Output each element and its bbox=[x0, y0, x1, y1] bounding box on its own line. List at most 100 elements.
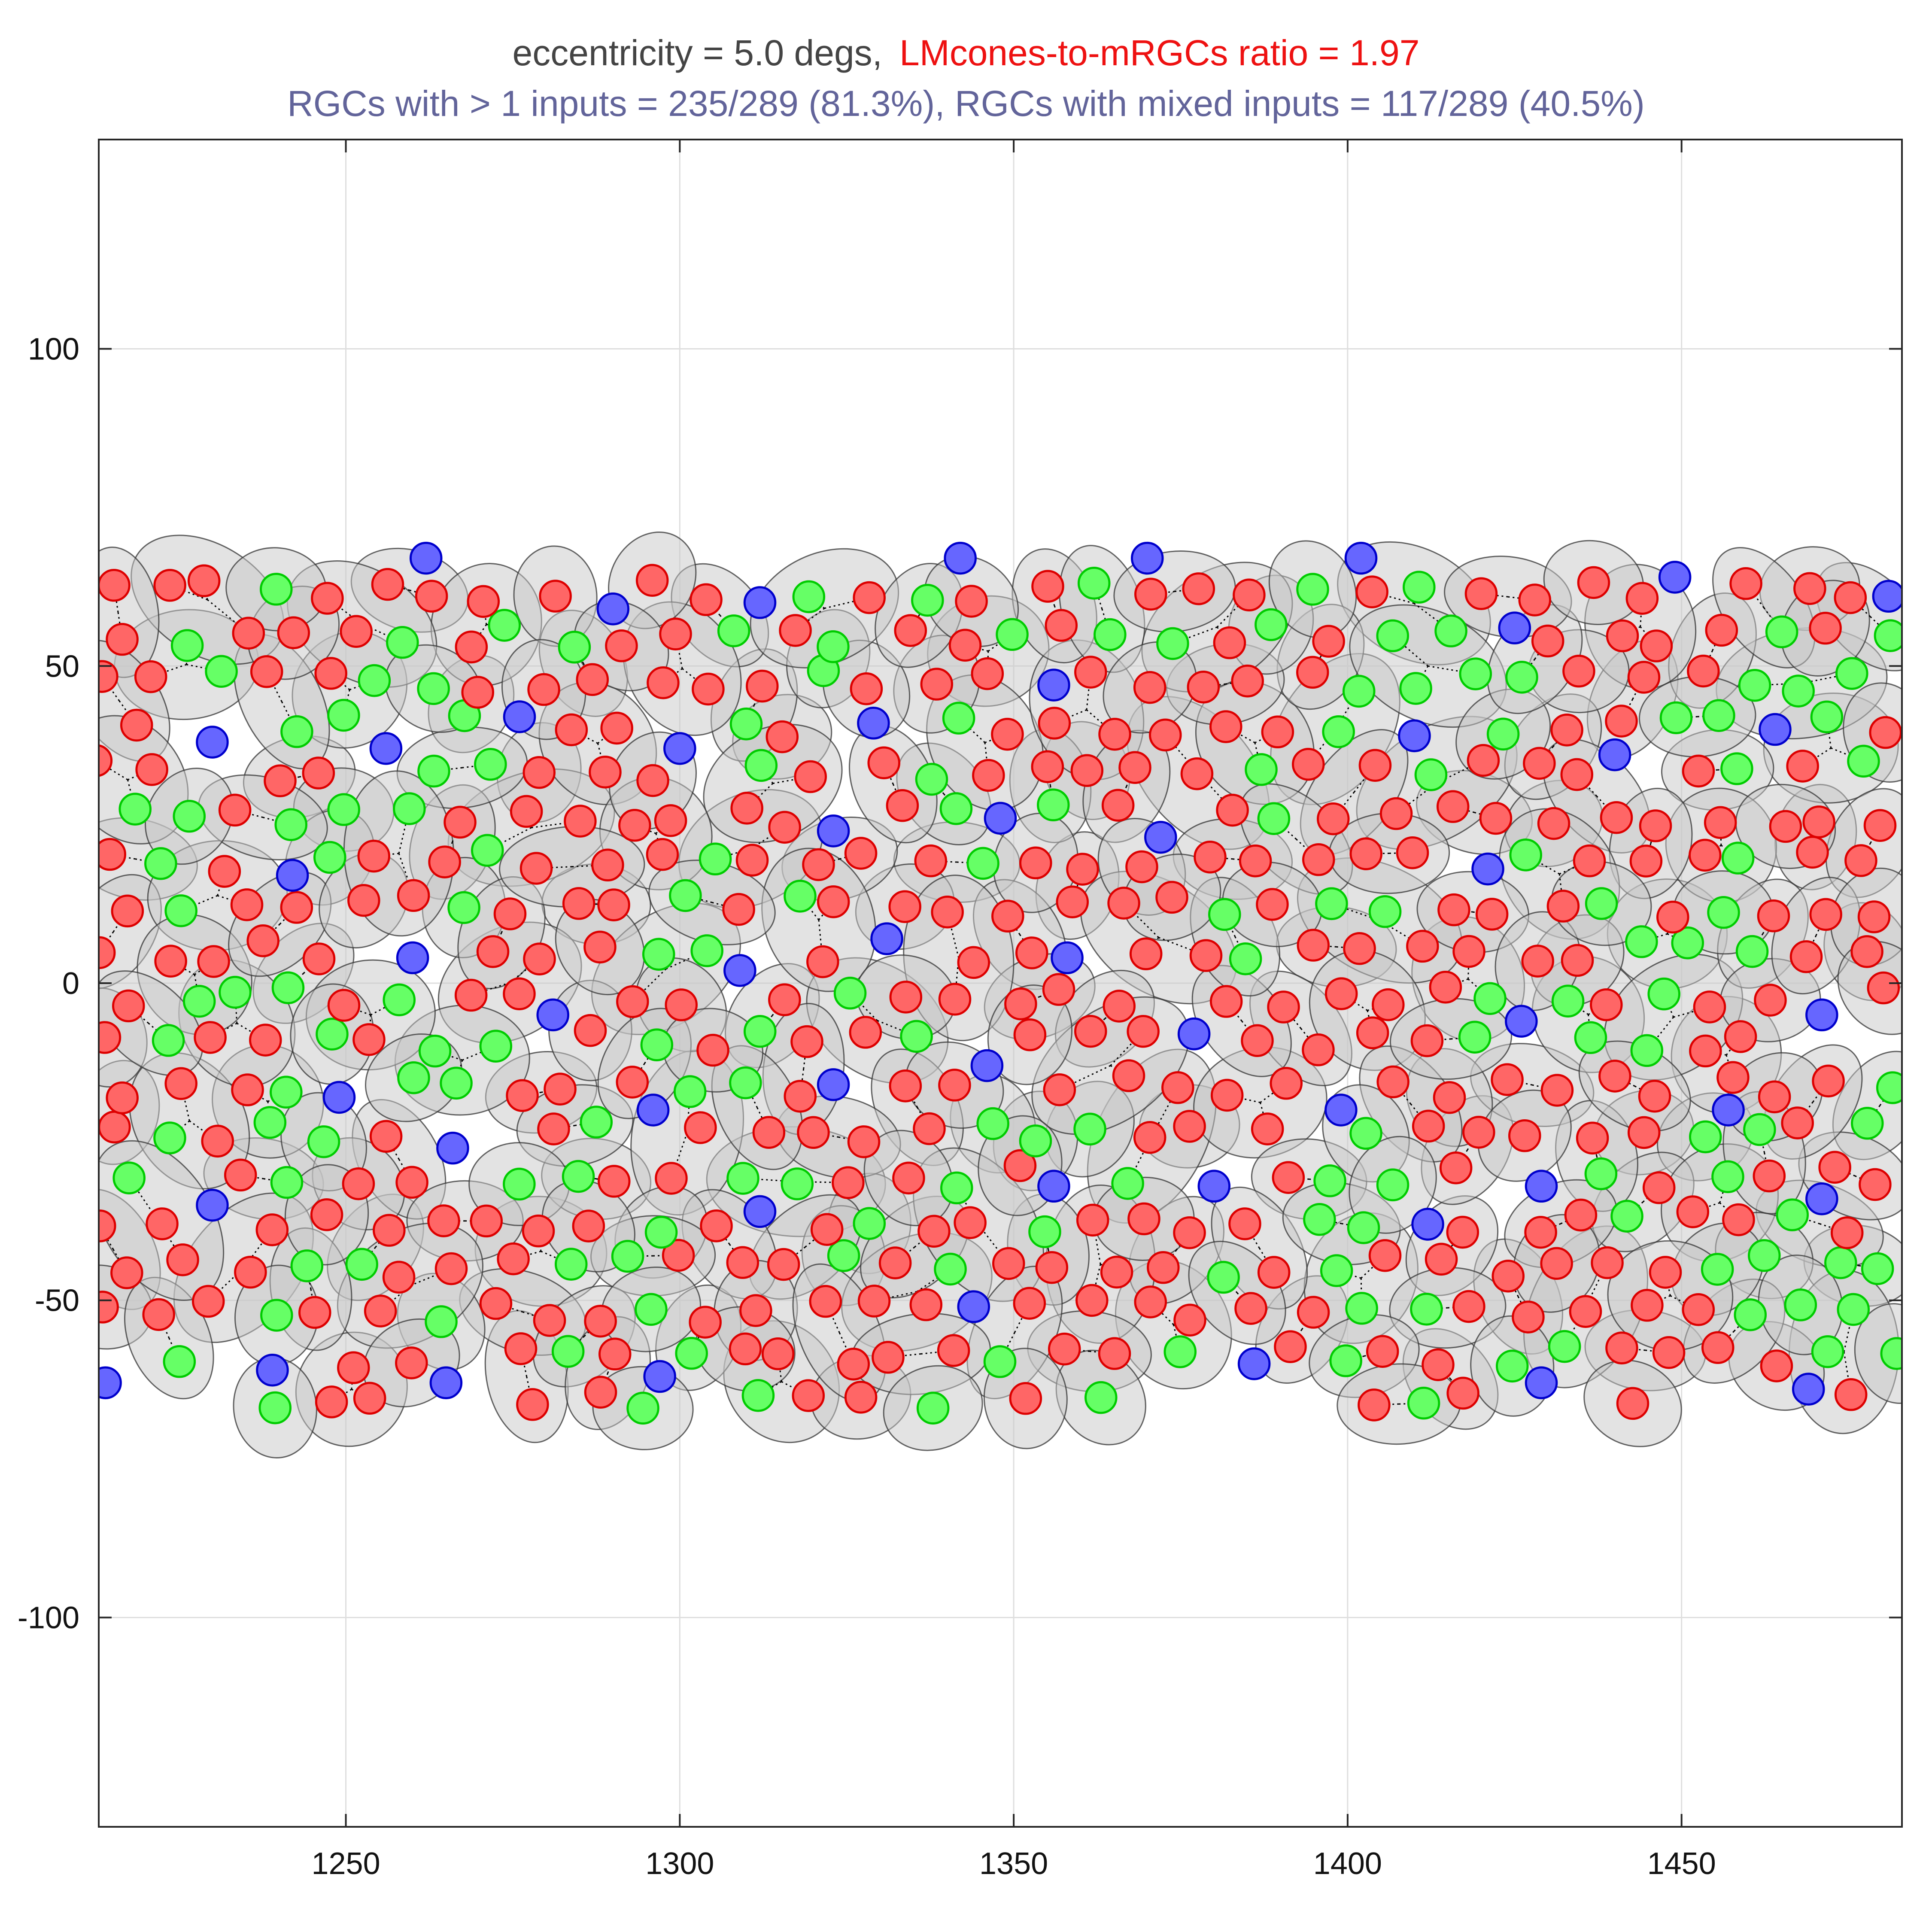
m-cone bbox=[1207, 1261, 1240, 1294]
m-cone bbox=[112, 1161, 146, 1194]
l-cone bbox=[533, 1304, 566, 1337]
m-cone bbox=[1255, 608, 1288, 641]
s-cone bbox=[743, 1195, 777, 1228]
l-cone bbox=[797, 1116, 830, 1149]
l-cone bbox=[1754, 984, 1787, 1017]
s-cone bbox=[99, 1366, 122, 1400]
l-cone bbox=[497, 1242, 530, 1276]
l-cone bbox=[1134, 577, 1167, 611]
cone-to-rgc-link bbox=[243, 1229, 273, 1268]
l-cone bbox=[659, 617, 692, 650]
l-cone bbox=[1368, 1239, 1402, 1272]
cone-to-rgc-link bbox=[1361, 1255, 1386, 1279]
l-cone bbox=[878, 1246, 912, 1279]
m-cone bbox=[1208, 898, 1241, 931]
s-cone bbox=[1237, 1347, 1271, 1380]
l-cone bbox=[231, 1073, 264, 1106]
l-cone bbox=[1112, 1059, 1145, 1092]
m-cone bbox=[1320, 1254, 1353, 1287]
title-cone-ratio: LMcones-to-mRGCs ratio = 1.97 bbox=[899, 33, 1419, 73]
l-cone bbox=[197, 945, 230, 978]
m-cone bbox=[440, 1066, 473, 1100]
l-cone bbox=[1297, 1296, 1330, 1329]
l-cone bbox=[1098, 1337, 1131, 1370]
l-cone bbox=[574, 1014, 607, 1047]
l-cone bbox=[264, 764, 297, 797]
l-cone bbox=[1834, 581, 1867, 614]
l-cone bbox=[598, 1337, 632, 1371]
m-cone bbox=[817, 630, 850, 663]
l-cone bbox=[1689, 838, 1722, 872]
m-cone bbox=[1689, 1120, 1722, 1154]
l-cone bbox=[1631, 1288, 1664, 1322]
l-cone bbox=[1605, 705, 1638, 738]
l-cone bbox=[1569, 1295, 1602, 1328]
m-cone bbox=[1824, 1246, 1857, 1279]
l-cone bbox=[1844, 844, 1877, 877]
m-cone bbox=[1630, 1034, 1664, 1067]
l-cone bbox=[1809, 898, 1842, 931]
l-cone bbox=[1512, 1300, 1545, 1334]
l-cone bbox=[1722, 1203, 1755, 1236]
l-cone bbox=[1013, 1018, 1047, 1051]
m-cone bbox=[163, 1345, 196, 1378]
l-cone bbox=[937, 1334, 970, 1367]
cone-to-rgc-link bbox=[1379, 920, 1423, 947]
m-cone bbox=[934, 1252, 967, 1286]
cone-to-rgc-link bbox=[984, 742, 989, 776]
l-cone bbox=[1210, 1078, 1244, 1112]
l-cone bbox=[784, 1080, 817, 1113]
l-cone bbox=[1446, 1376, 1479, 1410]
l-cone bbox=[1564, 1198, 1598, 1232]
l-cone bbox=[1640, 629, 1673, 662]
m-cone bbox=[1245, 753, 1278, 786]
l-cone bbox=[427, 1204, 460, 1237]
l-cone bbox=[1076, 1203, 1109, 1237]
l-cone bbox=[938, 1069, 971, 1102]
m-cone bbox=[1876, 1071, 1902, 1104]
l-cone bbox=[1540, 1074, 1574, 1107]
l-cone bbox=[455, 630, 488, 664]
l-cone bbox=[1521, 945, 1554, 978]
m-cone bbox=[1342, 674, 1376, 708]
m-cone bbox=[270, 1075, 303, 1109]
m-cone bbox=[551, 1335, 585, 1368]
l-cone bbox=[1437, 893, 1470, 927]
y-tick-label: 100 bbox=[28, 332, 79, 367]
l-cone bbox=[684, 1111, 717, 1144]
m-cone bbox=[1811, 1335, 1844, 1368]
l-cone bbox=[616, 1066, 649, 1099]
l-cone bbox=[662, 1239, 695, 1272]
l-cone bbox=[1100, 1255, 1133, 1289]
l-cone bbox=[1233, 578, 1266, 612]
l-cone bbox=[1834, 1378, 1868, 1411]
l-cone bbox=[1004, 987, 1037, 1021]
m-cone bbox=[1702, 699, 1735, 732]
l-cone bbox=[1642, 1171, 1676, 1204]
l-cone bbox=[1562, 654, 1595, 688]
s-cone bbox=[857, 706, 890, 740]
l-cone bbox=[1446, 1215, 1479, 1249]
m-cone bbox=[1574, 1021, 1607, 1054]
l-cone bbox=[1129, 937, 1163, 970]
l-cone bbox=[847, 1125, 881, 1158]
l-cone bbox=[635, 564, 669, 597]
l-cone bbox=[1213, 626, 1246, 659]
m-cone bbox=[118, 793, 152, 826]
l-cone bbox=[187, 564, 221, 598]
cone-to-rgc-link bbox=[1150, 1301, 1174, 1325]
m-cone bbox=[1347, 1211, 1380, 1244]
l-cone bbox=[1234, 1292, 1267, 1325]
l-cone bbox=[146, 1207, 179, 1240]
l-cone bbox=[382, 1261, 416, 1294]
cone-to-rgc-link bbox=[888, 1353, 921, 1358]
m-cone bbox=[1551, 984, 1585, 1018]
m-cone bbox=[1094, 618, 1127, 651]
l-cone bbox=[1118, 751, 1151, 784]
m-cone bbox=[976, 1107, 1009, 1140]
l-cone bbox=[1349, 837, 1383, 870]
l-cone bbox=[342, 1167, 375, 1200]
l-cone bbox=[690, 583, 723, 617]
l-cone bbox=[314, 657, 347, 690]
l-cone bbox=[722, 893, 755, 926]
